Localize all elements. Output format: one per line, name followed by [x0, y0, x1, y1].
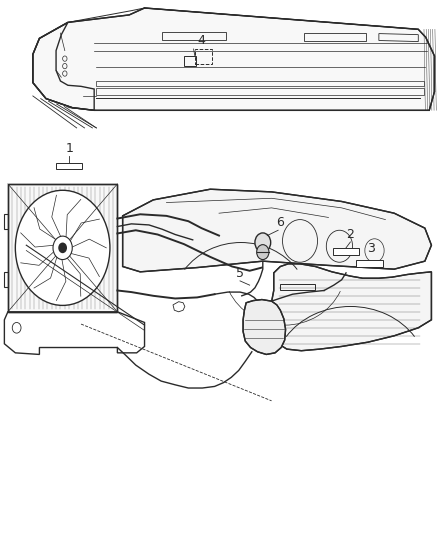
Polygon shape: [243, 300, 286, 354]
Polygon shape: [123, 189, 431, 272]
Text: 4: 4: [198, 34, 205, 47]
Circle shape: [53, 236, 72, 260]
Circle shape: [58, 243, 67, 253]
Polygon shape: [268, 264, 431, 351]
Polygon shape: [8, 184, 117, 312]
Circle shape: [15, 190, 110, 305]
Polygon shape: [56, 163, 82, 169]
Polygon shape: [33, 8, 434, 110]
Circle shape: [255, 233, 271, 252]
Text: 3: 3: [367, 242, 375, 255]
Polygon shape: [356, 260, 383, 267]
Text: 2: 2: [346, 228, 354, 241]
Circle shape: [257, 245, 269, 260]
Polygon shape: [333, 248, 359, 255]
Text: 6: 6: [276, 216, 284, 229]
Text: 1: 1: [65, 142, 73, 155]
Text: 5: 5: [236, 267, 244, 280]
